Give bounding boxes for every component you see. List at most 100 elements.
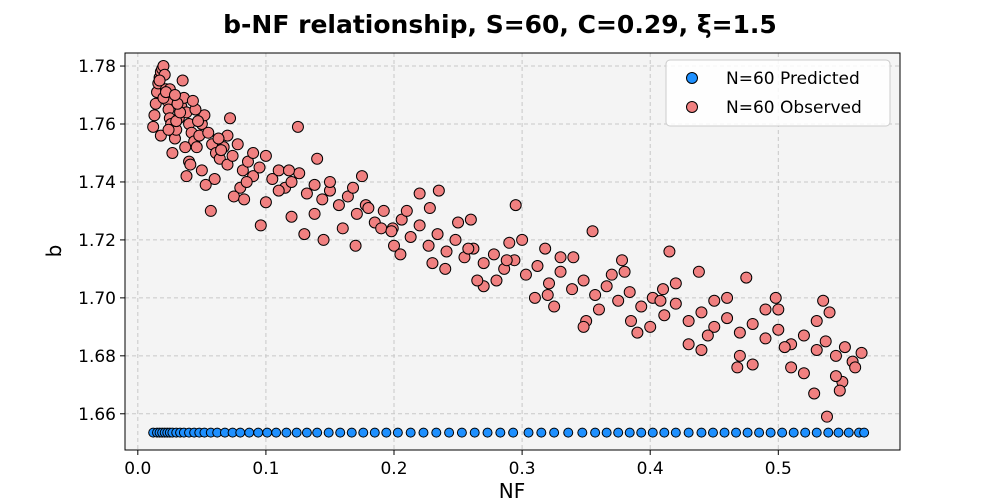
axis-ticks: 0.0 0.1 0.2 0.3 0.4 0.5 1.66 1.68 1.70 1.72 1.74 1.… [78,57,792,479]
observed-point [431,228,444,241]
observed-point [819,335,832,348]
y-tick-label: 1.78 [78,57,116,77]
predicted-point [281,427,292,438]
observed-point [221,158,234,171]
observed-point [385,225,398,238]
predicted-point [811,427,822,438]
observed-point [266,173,279,186]
observed-point [654,294,667,307]
predicted-point [833,427,844,438]
predicted-series [148,427,870,438]
y-tick-label: 1.74 [78,173,116,193]
observed-point [817,294,830,307]
observed-point [394,248,407,261]
observed-point [855,346,868,359]
predicted-point [577,427,588,438]
observed-point [422,239,435,252]
y-tick-label: 1.66 [78,405,116,425]
observed-point [566,283,579,296]
observed-point [375,222,388,235]
observed-point [285,210,298,223]
observed-point [616,254,629,267]
observed-point [439,262,452,275]
predicted-point [754,427,765,438]
observed-point [426,257,439,270]
predicted-point [482,427,493,438]
observed-point [308,178,321,191]
observed-point [548,300,561,313]
predicted-point [613,427,624,438]
predicted-point [765,427,776,438]
observed-point [240,175,253,188]
observed-point [810,344,823,357]
observed-point [308,207,321,220]
observed-point [226,149,239,162]
observed-point [612,294,625,307]
predicted-point [235,427,246,438]
observed-point [166,146,179,159]
observed-point [253,161,266,174]
observed-point [519,268,532,281]
observed-point [769,291,782,304]
observed-point [740,271,753,284]
observed-point [669,297,682,310]
y-axis-label: b [42,245,66,258]
observed-point [823,306,836,319]
predicted-point [358,427,369,438]
observed-point [323,175,336,188]
observed-point [215,144,228,157]
observed-point [400,204,413,217]
predicted-point [405,427,416,438]
predicted-point [271,427,282,438]
observed-point [404,231,417,244]
observed-point [202,126,215,139]
observed-point [539,242,552,255]
observed-point [432,184,445,197]
observed-point [577,320,590,333]
observed-point [347,181,360,194]
predicted-point [335,427,346,438]
predicted-point [683,427,694,438]
predicted-point [444,427,455,438]
predicted-point [731,427,742,438]
predicted-point [742,427,753,438]
predicted-point [291,427,302,438]
predicted-point [456,427,467,438]
observed-point [413,219,426,232]
observed-point [168,89,181,102]
observed-point [618,265,631,278]
observed-point [682,338,695,351]
observed-point [293,167,306,180]
observed-point [423,202,436,215]
observed-point [355,170,368,183]
predicted-point [696,427,707,438]
observed-point [503,236,516,249]
predicted-point [624,427,635,438]
observed-point [247,146,260,159]
observed-point [759,332,772,345]
observed-point [259,149,272,162]
observed-point [147,120,160,133]
observed-point [746,317,759,330]
x-axis-label: NF [499,479,525,500]
observed-point [644,320,657,333]
predicted-point [312,427,323,438]
predicted-point [301,427,312,438]
observed-point [413,187,426,200]
predicted-point [590,427,601,438]
observed-point [236,164,249,177]
legend: N=60 Predicted N=60 Observed [665,59,891,127]
observed-point [567,251,580,264]
observed-point [195,164,208,177]
predicted-point [523,427,534,438]
observed-point [833,384,846,397]
plot-frame [124,52,901,451]
observed-point [635,300,648,313]
observed-point [695,344,708,357]
observed-point [829,349,842,362]
observed-point [464,213,477,226]
observed-point [772,323,785,336]
observed-point [452,216,465,229]
observed-point [241,155,254,168]
